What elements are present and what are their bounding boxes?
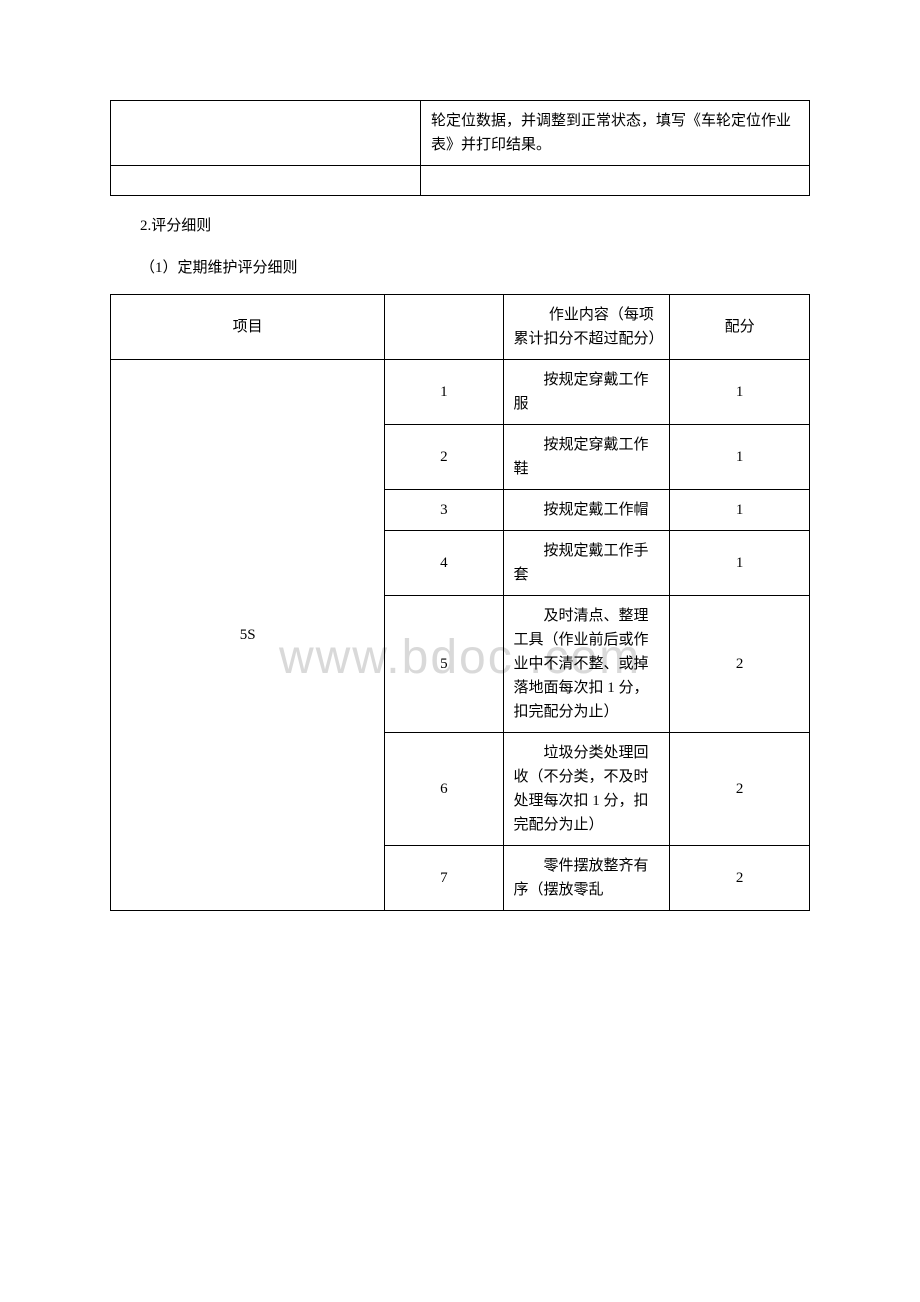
row-num: 7 xyxy=(385,846,503,911)
row-desc: 零件摆放整齐有序（摆放零乱 xyxy=(503,846,670,911)
table-header-row: 项目 作业内容（每项累计扣分不超过配分） 配分 xyxy=(111,295,810,360)
row-desc: 按规定穿戴工作服 xyxy=(503,360,670,425)
row-num: 3 xyxy=(385,490,503,531)
table1-r1c1 xyxy=(111,101,421,166)
header-num xyxy=(385,295,503,360)
row-score: 1 xyxy=(670,490,810,531)
header-desc: 作业内容（每项累计扣分不超过配分） xyxy=(503,295,670,360)
row-score: 2 xyxy=(670,846,810,911)
table1-r1c2: 轮定位数据，并调整到正常状态，填写《车轮定位作业表》并打印结果。 xyxy=(421,101,810,166)
row-score: 1 xyxy=(670,531,810,596)
row-num: 2 xyxy=(385,425,503,490)
row-desc: 按规定戴工作手套 xyxy=(503,531,670,596)
row-score: 1 xyxy=(670,425,810,490)
row-desc: 及时清点、整理工具（作业前后或作业中不清不整、或掉落地面每次扣 1 分，扣完配分… xyxy=(503,596,670,733)
scoring-table: 项目 作业内容（每项累计扣分不超过配分） 配分 5S 1 按规定穿戴工作服 1 … xyxy=(110,294,810,911)
row-score: 1 xyxy=(670,360,810,425)
section-heading-1: 2.评分细则 xyxy=(140,214,810,238)
section-heading-2: （1）定期维护评分细则 xyxy=(140,256,810,280)
top-table: 轮定位数据，并调整到正常状态，填写《车轮定位作业表》并打印结果。 xyxy=(110,100,810,196)
row-desc: 垃圾分类处理回收（不分类，不及时处理每次扣 1 分，扣完配分为止） xyxy=(503,733,670,846)
row-score: 2 xyxy=(670,733,810,846)
row-num: 6 xyxy=(385,733,503,846)
row-num: 4 xyxy=(385,531,503,596)
row-num: 5 xyxy=(385,596,503,733)
header-score: 配分 xyxy=(670,295,810,360)
header-project: 项目 xyxy=(111,295,385,360)
row-desc: 按规定穿戴工作鞋 xyxy=(503,425,670,490)
row-desc: 按规定戴工作帽 xyxy=(503,490,670,531)
row-num: 1 xyxy=(385,360,503,425)
project-cell: 5S xyxy=(111,360,385,911)
table1-r2c2 xyxy=(421,166,810,196)
table-row: 5S 1 按规定穿戴工作服 1 xyxy=(111,360,810,425)
row-score: 2 xyxy=(670,596,810,733)
table1-r2c1 xyxy=(111,166,421,196)
